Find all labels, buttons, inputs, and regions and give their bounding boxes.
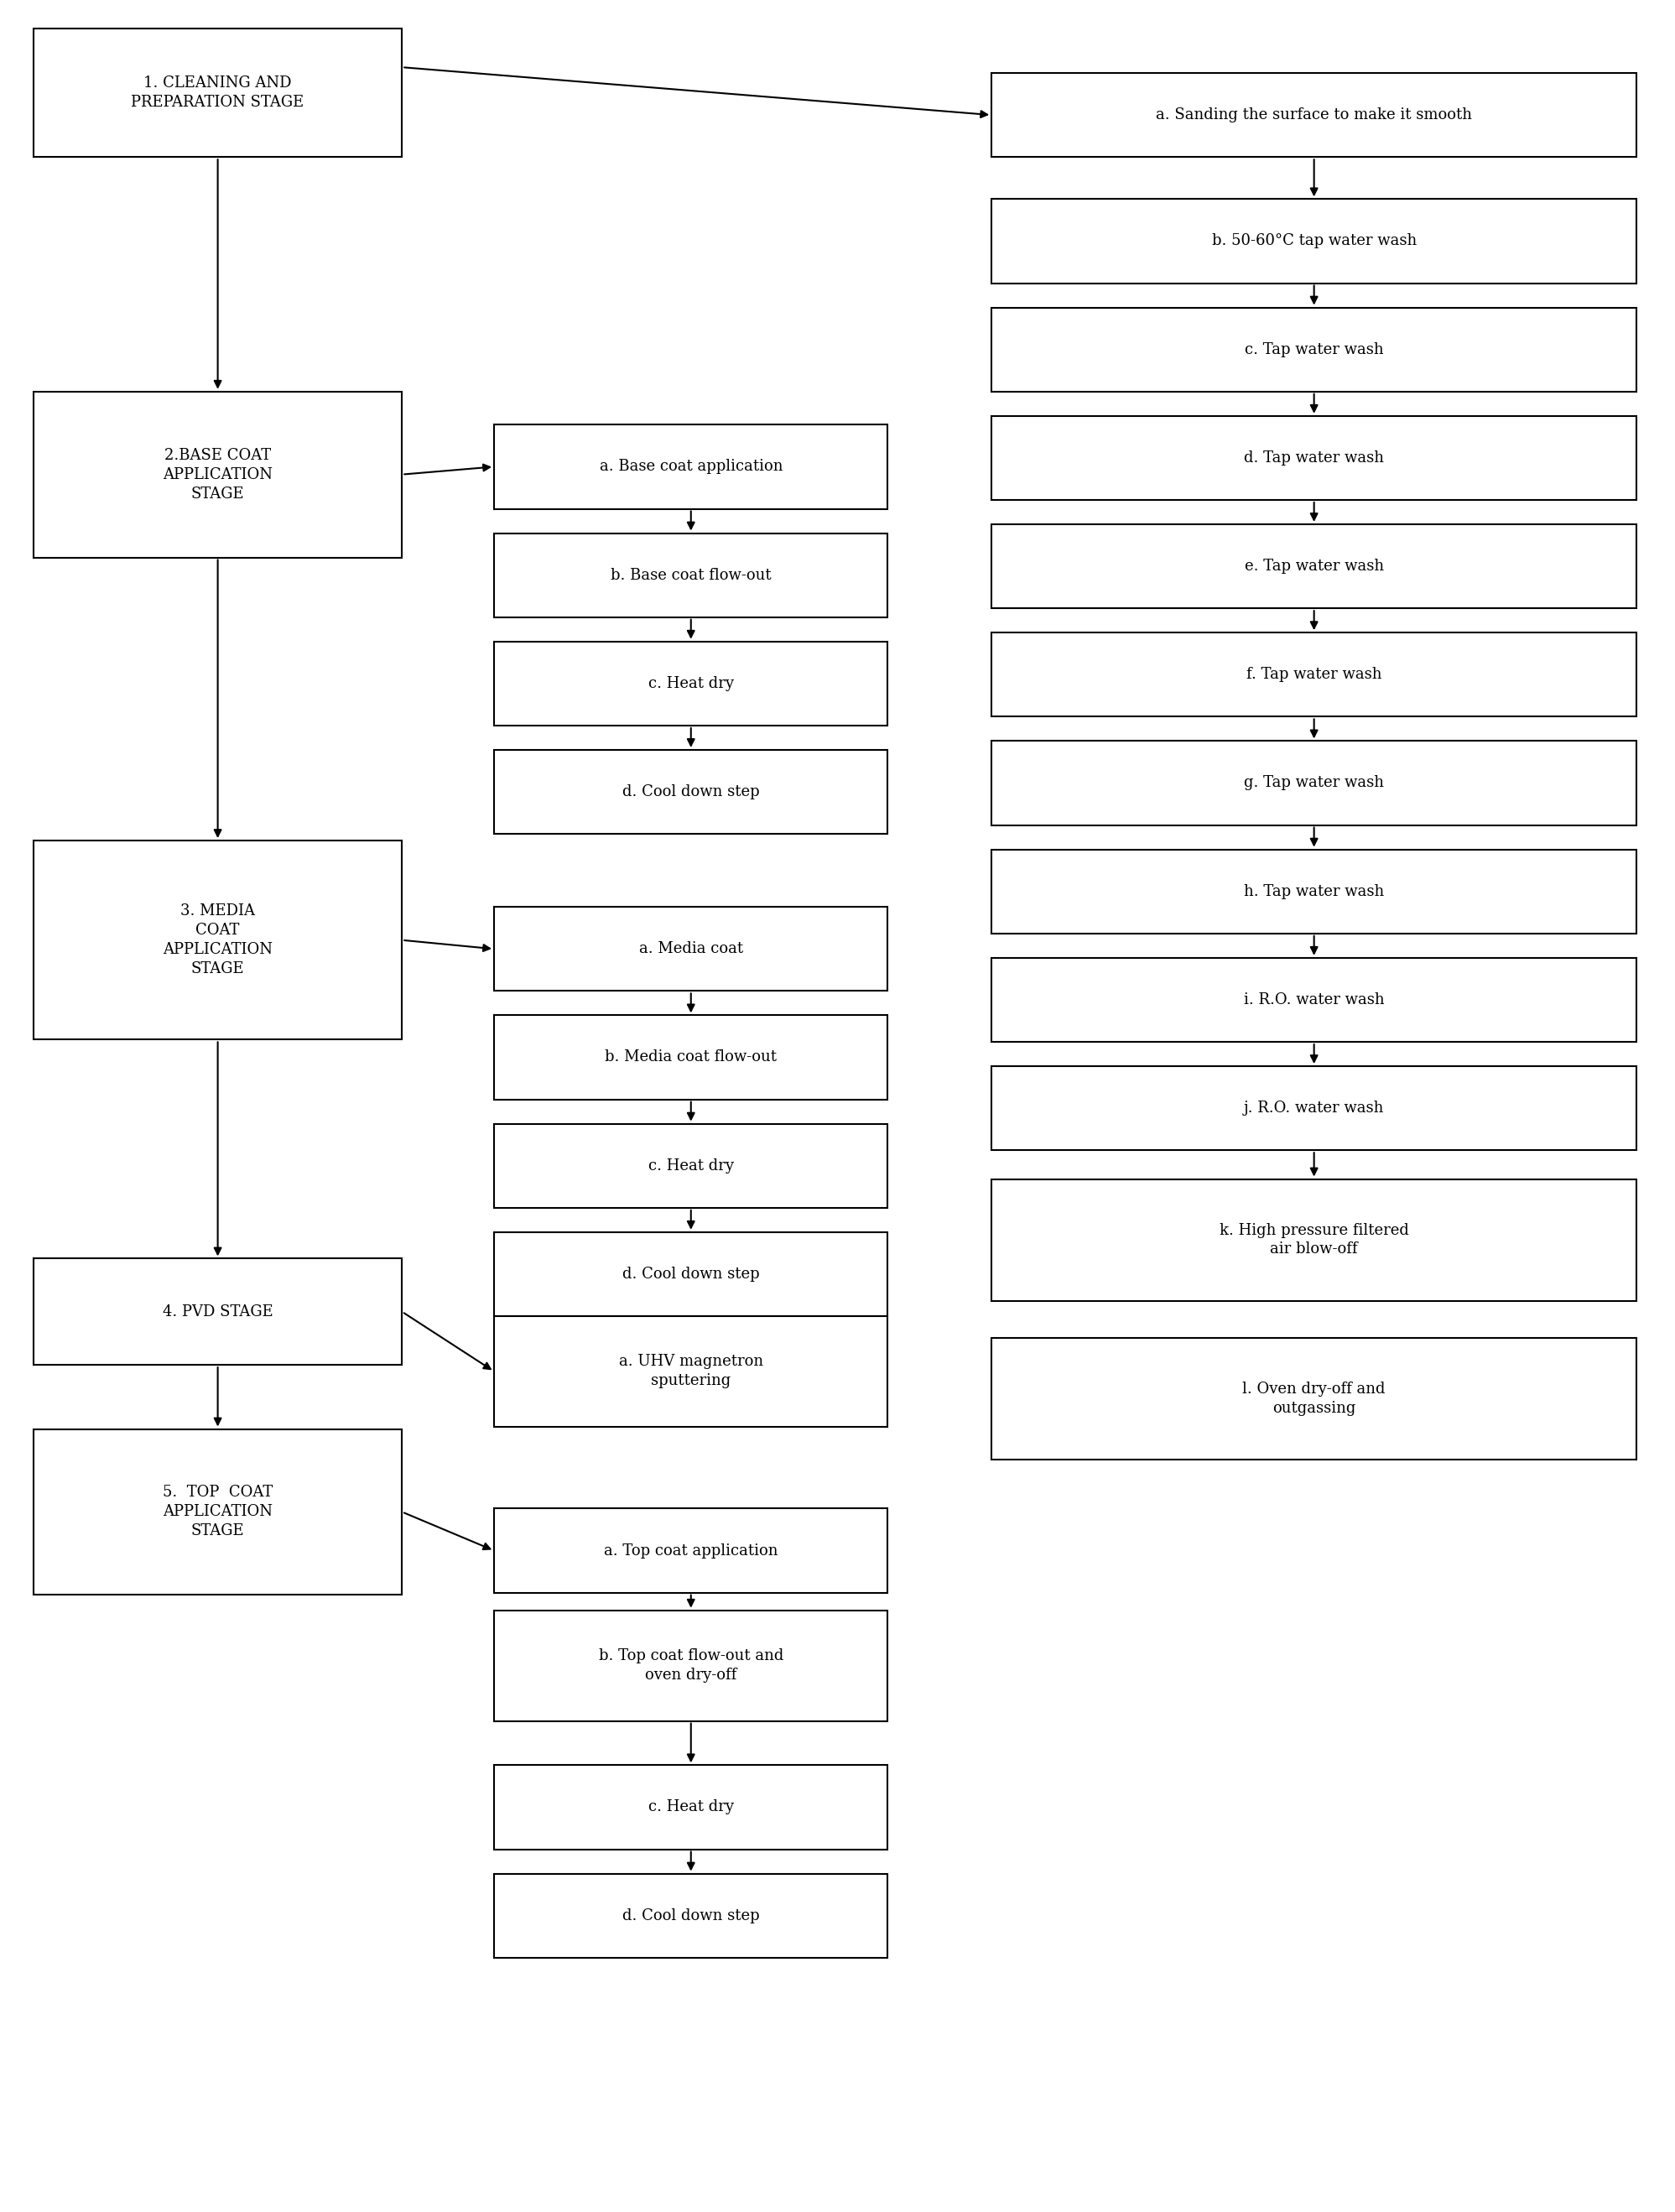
FancyBboxPatch shape <box>494 1765 888 1849</box>
Text: 4. PVD STAGE: 4. PVD STAGE <box>162 1305 273 1318</box>
Text: d. Cool down step: d. Cool down step <box>623 1909 759 1922</box>
FancyBboxPatch shape <box>992 741 1636 825</box>
Text: b. Base coat flow-out: b. Base coat flow-out <box>611 568 770 582</box>
FancyBboxPatch shape <box>494 907 888 991</box>
FancyBboxPatch shape <box>494 1610 888 1721</box>
FancyBboxPatch shape <box>494 1232 888 1316</box>
FancyBboxPatch shape <box>494 1874 888 1958</box>
FancyBboxPatch shape <box>494 1316 888 1427</box>
FancyBboxPatch shape <box>992 199 1636 283</box>
Text: a. Sanding the surface to make it smooth: a. Sanding the surface to make it smooth <box>1156 108 1472 122</box>
Text: 1. CLEANING AND
PREPARATION STAGE: 1. CLEANING AND PREPARATION STAGE <box>131 75 305 111</box>
FancyBboxPatch shape <box>34 29 402 157</box>
FancyBboxPatch shape <box>992 849 1636 933</box>
FancyBboxPatch shape <box>494 750 888 834</box>
FancyBboxPatch shape <box>992 633 1636 717</box>
Text: b. 50-60°C tap water wash: b. 50-60°C tap water wash <box>1211 234 1417 248</box>
Text: g. Tap water wash: g. Tap water wash <box>1245 776 1384 790</box>
Text: k. High pressure filtered
air blow-off: k. High pressure filtered air blow-off <box>1219 1223 1409 1256</box>
Text: c. Heat dry: c. Heat dry <box>648 677 734 690</box>
FancyBboxPatch shape <box>494 641 888 726</box>
FancyBboxPatch shape <box>992 1338 1636 1460</box>
FancyBboxPatch shape <box>992 307 1636 392</box>
FancyBboxPatch shape <box>494 1509 888 1593</box>
FancyBboxPatch shape <box>494 1015 888 1099</box>
Text: a. UHV magnetron
sputtering: a. UHV magnetron sputtering <box>618 1354 764 1389</box>
Text: 5.  TOP  COAT
APPLICATION
STAGE: 5. TOP COAT APPLICATION STAGE <box>162 1484 273 1540</box>
Text: c. Heat dry: c. Heat dry <box>648 1801 734 1814</box>
FancyBboxPatch shape <box>992 524 1636 608</box>
Text: e. Tap water wash: e. Tap water wash <box>1245 560 1384 573</box>
FancyBboxPatch shape <box>34 841 402 1040</box>
Text: d. Cool down step: d. Cool down step <box>623 1267 759 1281</box>
FancyBboxPatch shape <box>494 425 888 509</box>
FancyBboxPatch shape <box>34 392 402 557</box>
Text: h. Tap water wash: h. Tap water wash <box>1245 885 1384 898</box>
FancyBboxPatch shape <box>992 958 1636 1042</box>
FancyBboxPatch shape <box>992 1179 1636 1301</box>
Text: a. Top coat application: a. Top coat application <box>605 1544 777 1557</box>
Text: i. R.O. water wash: i. R.O. water wash <box>1245 993 1384 1006</box>
Text: j. R.O. water wash: j. R.O. water wash <box>1245 1102 1384 1115</box>
Text: d. Cool down step: d. Cool down step <box>623 785 759 799</box>
Text: c. Heat dry: c. Heat dry <box>648 1159 734 1172</box>
FancyBboxPatch shape <box>494 533 888 617</box>
Text: 2.BASE COAT
APPLICATION
STAGE: 2.BASE COAT APPLICATION STAGE <box>162 447 273 502</box>
Text: c. Tap water wash: c. Tap water wash <box>1245 343 1384 356</box>
Text: b. Media coat flow-out: b. Media coat flow-out <box>605 1051 777 1064</box>
FancyBboxPatch shape <box>992 1066 1636 1150</box>
FancyBboxPatch shape <box>494 1124 888 1208</box>
FancyBboxPatch shape <box>34 1429 402 1595</box>
Text: 3. MEDIA
COAT
APPLICATION
STAGE: 3. MEDIA COAT APPLICATION STAGE <box>162 905 273 975</box>
Text: b. Top coat flow-out and
oven dry-off: b. Top coat flow-out and oven dry-off <box>598 1648 784 1683</box>
FancyBboxPatch shape <box>34 1259 402 1365</box>
Text: d. Tap water wash: d. Tap water wash <box>1245 451 1384 465</box>
Text: f. Tap water wash: f. Tap water wash <box>1246 668 1382 681</box>
FancyBboxPatch shape <box>992 73 1636 157</box>
Text: a. Base coat application: a. Base coat application <box>600 460 782 473</box>
Text: l. Oven dry-off and
outgassing: l. Oven dry-off and outgassing <box>1243 1382 1385 1416</box>
Text: a. Media coat: a. Media coat <box>638 942 744 956</box>
FancyBboxPatch shape <box>992 416 1636 500</box>
